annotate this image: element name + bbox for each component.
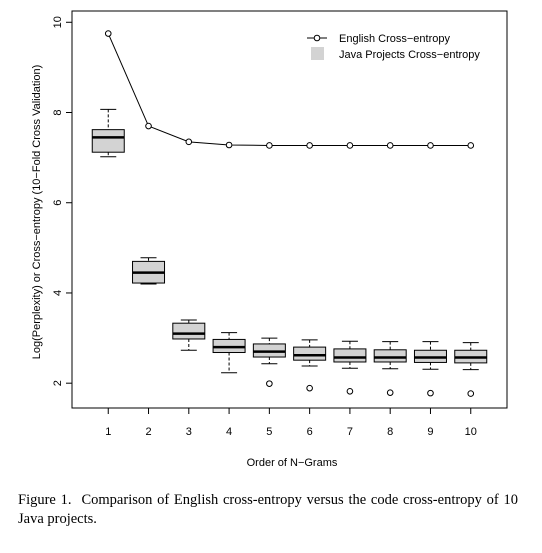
- x-tick-label-3: 3: [186, 426, 192, 438]
- outlier-6-0: [306, 384, 313, 392]
- x-tick-label-10: 10: [465, 426, 477, 438]
- legend-label-english: English Cross−entropy: [339, 33, 450, 45]
- english-point-7: [346, 142, 354, 149]
- y-tick-label-8: 8: [52, 109, 64, 115]
- x-tick-label-5: 5: [266, 426, 272, 438]
- figure-caption: Figure 1. Comparison of English cross-ent…: [18, 491, 518, 529]
- box-7: [333, 348, 367, 363]
- x-axis-label: Order of N−Grams: [247, 457, 338, 469]
- english-series-line: [107, 33, 471, 146]
- caption-text: Comparison of English cross-entropy vers…: [18, 492, 518, 527]
- y-tick-label-4: 4: [52, 290, 64, 296]
- outlier-8-0: [386, 389, 394, 396]
- x-tick-label-6: 6: [307, 426, 313, 438]
- english-point-1: [104, 30, 112, 37]
- legend-label-java: Java Projects Cross−entropy: [339, 49, 480, 61]
- y-tick-label-10: 10: [52, 16, 64, 28]
- box-1: [91, 129, 125, 153]
- caption-label: Figure 1.: [18, 492, 72, 508]
- y-tick-label-2: 2: [52, 380, 64, 386]
- plot-frame: [71, 10, 508, 409]
- english-point-8: [386, 142, 394, 149]
- english-point-10: [467, 142, 475, 149]
- x-tick-label-8: 8: [387, 426, 393, 438]
- english-point-2: [145, 122, 152, 130]
- x-tick-label-2: 2: [145, 426, 151, 438]
- english-point-9: [427, 142, 434, 149]
- x-tick-label-4: 4: [226, 426, 232, 438]
- x-tick-label-7: 7: [347, 426, 353, 438]
- box-8: [373, 349, 407, 363]
- outlier-9-0: [427, 389, 434, 397]
- outlier-10-0: [467, 390, 475, 397]
- x-tick-label-1: 1: [105, 426, 111, 438]
- y-tick-label-6: 6: [52, 200, 64, 206]
- english-point-5: [266, 142, 273, 149]
- english-point-3: [185, 138, 193, 146]
- outlier-5-0: [266, 380, 273, 387]
- x-tick-label-9: 9: [427, 426, 433, 438]
- english-point-6: [306, 142, 313, 149]
- box-3: [172, 322, 206, 340]
- english-point-4: [225, 141, 233, 149]
- y-axis-label: Log(Perplexity) or Cross−entropy (10−Fol…: [31, 65, 43, 359]
- legend-line-marker: [313, 34, 321, 42]
- outlier-7-0: [346, 388, 354, 395]
- legend-box-swatch: [311, 47, 324, 60]
- box-6: [293, 346, 327, 361]
